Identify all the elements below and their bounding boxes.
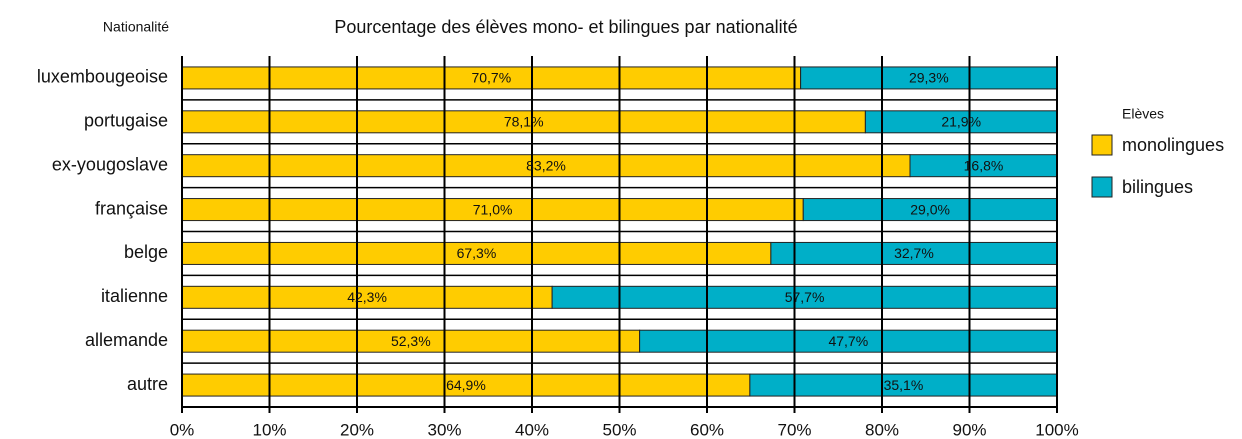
category-label: italienne (101, 286, 168, 306)
value-label: 78,1% (504, 114, 544, 130)
category-label: luxembougeoise (37, 67, 168, 87)
x-tick-label: 80% (865, 420, 899, 439)
x-tick-label: 40% (515, 420, 549, 439)
value-label: 83,2% (526, 157, 566, 173)
x-tick-label: 50% (602, 420, 636, 439)
value-label: 29,3% (909, 70, 949, 86)
chart-title: Pourcentage des élèves mono- et bilingue… (334, 17, 797, 37)
category-label: ex-yougoslave (52, 154, 168, 174)
value-label: 21,9% (941, 114, 981, 130)
x-tick-label: 30% (427, 420, 461, 439)
x-tick-label: 100% (1035, 420, 1078, 439)
value-label: 57,7% (785, 289, 825, 305)
category-label: portugaise (84, 111, 168, 131)
value-label: 29,0% (910, 201, 950, 217)
y-axis-label: Nationalité (103, 19, 169, 35)
value-label: 70,7% (471, 70, 511, 86)
value-label: 52,3% (391, 333, 431, 349)
value-label: 35,1% (884, 377, 924, 393)
category-label: allemande (85, 330, 168, 350)
legend-title: Elèves (1122, 106, 1164, 122)
value-label: 64,9% (446, 377, 486, 393)
category-label: belge (124, 242, 168, 262)
x-tick-label: 10% (252, 420, 286, 439)
value-label: 67,3% (457, 245, 497, 261)
value-label: 32,7% (894, 245, 934, 261)
value-label: 47,7% (828, 333, 868, 349)
x-tick-label: 20% (340, 420, 374, 439)
x-tick-label: 70% (777, 420, 811, 439)
value-label: 71,0% (473, 201, 513, 217)
legend-label: monolingues (1122, 135, 1224, 155)
legend-swatch (1091, 134, 1113, 156)
x-tick-label: 60% (690, 420, 724, 439)
value-label: 16,8% (964, 157, 1004, 173)
category-label: autre (127, 374, 168, 394)
value-label: 42,3% (347, 289, 387, 305)
category-label: française (95, 198, 168, 218)
x-tick-label: 0% (170, 420, 195, 439)
legend-swatch (1091, 176, 1113, 198)
legend-label: bilingues (1122, 177, 1193, 197)
x-tick-label: 90% (952, 420, 986, 439)
